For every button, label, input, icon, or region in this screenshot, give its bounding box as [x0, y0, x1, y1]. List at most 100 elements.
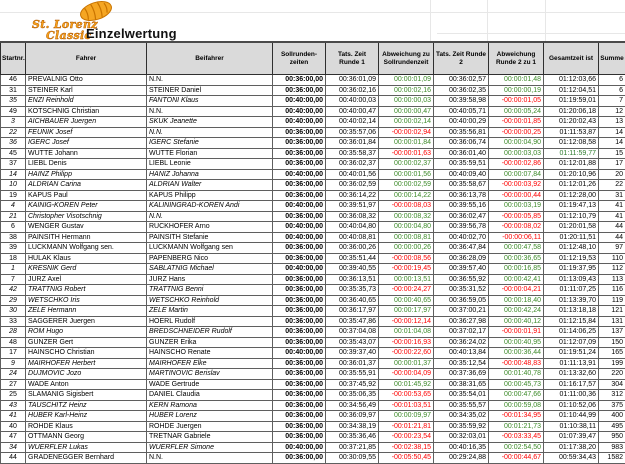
- cell-t2[interactable]: 00:36:02,57: [434, 75, 489, 86]
- cell-t2[interactable]: 00:36:47,84: [434, 243, 489, 254]
- cell-beifahrer[interactable]: IGERC Stefanie: [147, 138, 273, 149]
- cell-total[interactable]: 01:20:11,51: [544, 232, 599, 243]
- cell-t1[interactable]: 00:34:38,19: [326, 421, 379, 432]
- cell-nr[interactable]: 30: [1, 306, 26, 317]
- cell-summe[interactable]: 121: [599, 306, 625, 317]
- cell-d2[interactable]: 00:00:45,73: [489, 379, 544, 390]
- cell-d1[interactable]: 00:00:01,84: [379, 138, 434, 149]
- cell-t1[interactable]: 00:37:45,92: [326, 379, 379, 390]
- cell-beifahrer[interactable]: STEINER Daniel: [147, 85, 273, 96]
- cell-t1[interactable]: 00:37:21,85: [326, 442, 379, 453]
- cell-nr[interactable]: 7: [1, 274, 26, 285]
- cell-total[interactable]: 01:12:28,00: [544, 190, 599, 201]
- cell-d1[interactable]: 00:00:00,26: [379, 243, 434, 254]
- cell-d1[interactable]: -00:00:08,56: [379, 253, 434, 264]
- cell-d1[interactable]: 00:00:08,81: [379, 232, 434, 243]
- cell-total[interactable]: 01:12:48,10: [544, 243, 599, 254]
- cell-d2[interactable]: 00:00:42,41: [489, 274, 544, 285]
- cell-t1[interactable]: 00:40:00,03: [326, 96, 379, 107]
- cell-d2[interactable]: 00:00:04,90: [489, 138, 544, 149]
- cell-fahrer[interactable]: GRADENEGGER Bernhard: [26, 453, 147, 464]
- cell-total[interactable]: 01:12:01,88: [544, 159, 599, 170]
- cell-nr[interactable]: 37: [1, 159, 26, 170]
- cell-d1[interactable]: 00:01:04,08: [379, 327, 434, 338]
- cell-beifahrer[interactable]: LIEBL Leonie: [147, 159, 273, 170]
- cell-nr[interactable]: 19: [1, 190, 26, 201]
- cell-total[interactable]: 01:11:59,77: [544, 148, 599, 159]
- cell-t2[interactable]: 00:32:03,01: [434, 432, 489, 443]
- cell-total[interactable]: 01:20:06,18: [544, 106, 599, 117]
- cell-t2[interactable]: 00:37:02,17: [434, 327, 489, 338]
- cell-total[interactable]: 01:12:01,26: [544, 180, 599, 191]
- cell-d2[interactable]: 00:00:18,40: [489, 295, 544, 306]
- cell-d1[interactable]: 00:00:00,47: [379, 106, 434, 117]
- cell-total[interactable]: 01:20:02,43: [544, 117, 599, 128]
- cell-total[interactable]: 01:11:07,25: [544, 285, 599, 296]
- cell-d1[interactable]: -00:00:08,03: [379, 201, 434, 212]
- cell-fahrer[interactable]: PREVALNIG Otto: [26, 75, 147, 86]
- cell-nr[interactable]: 24: [1, 369, 26, 380]
- cell-total[interactable]: 01:11:53,87: [544, 127, 599, 138]
- cell-d1[interactable]: 00:00:02,16: [379, 85, 434, 96]
- cell-fahrer[interactable]: WENGER Gustav: [26, 222, 147, 233]
- cell-d1[interactable]: 00:00:14,22: [379, 190, 434, 201]
- cell-d2[interactable]: -00:00:04,21: [489, 285, 544, 296]
- cell-t1[interactable]: 00:36:40,65: [326, 295, 379, 306]
- cell-soll[interactable]: 00:36:00,00: [273, 327, 326, 338]
- cell-soll[interactable]: 00:40:00,00: [273, 442, 326, 453]
- cell-summe[interactable]: 15: [599, 148, 625, 159]
- cell-soll[interactable]: 00:36:00,00: [273, 75, 326, 86]
- cell-t1[interactable]: 00:36:13,51: [326, 274, 379, 285]
- cell-d2[interactable]: 00:00:40,12: [489, 316, 544, 327]
- cell-total[interactable]: 01:12:19,53: [544, 253, 599, 264]
- cell-nr[interactable]: 43: [1, 400, 26, 411]
- cell-fahrer[interactable]: ENZI Reinhold: [26, 96, 147, 107]
- cell-summe[interactable]: 6: [599, 85, 625, 96]
- cell-nr[interactable]: 9: [1, 358, 26, 369]
- cell-t1[interactable]: 00:39:40,55: [326, 264, 379, 275]
- cell-summe[interactable]: 375: [599, 400, 625, 411]
- cell-beifahrer[interactable]: N.N.: [147, 127, 273, 138]
- cell-t2[interactable]: 00:29:24,88: [434, 453, 489, 464]
- cell-summe[interactable]: 400: [599, 411, 625, 422]
- cell-t2[interactable]: 00:35:55,57: [434, 400, 489, 411]
- cell-soll[interactable]: 00:40:00,00: [273, 222, 326, 233]
- column-header-d1[interactable]: Abweichung zu Sollrundenzeit: [379, 42, 434, 75]
- cell-nr[interactable]: 31: [1, 85, 26, 96]
- cell-soll[interactable]: 00:36:00,00: [273, 159, 326, 170]
- cell-summe[interactable]: 97: [599, 243, 625, 254]
- cell-summe[interactable]: 12: [599, 106, 625, 117]
- cell-d1[interactable]: 00:00:02,37: [379, 159, 434, 170]
- cell-d1[interactable]: -00:00:02,94: [379, 127, 434, 138]
- cell-total[interactable]: 01:12:10,79: [544, 211, 599, 222]
- cell-soll[interactable]: 00:36:00,00: [273, 274, 326, 285]
- cell-summe[interactable]: 112: [599, 264, 625, 275]
- cell-summe[interactable]: 150: [599, 337, 625, 348]
- cell-fahrer[interactable]: HAINSCHO Christian: [26, 348, 147, 359]
- column-header-d2[interactable]: Abweichung Runde 2 zu 1: [489, 42, 544, 75]
- cell-total[interactable]: 01:13:39,70: [544, 295, 599, 306]
- cell-soll[interactable]: 00:36:00,00: [273, 316, 326, 327]
- cell-soll[interactable]: 00:36:00,00: [273, 400, 326, 411]
- cell-t2[interactable]: 00:39:55,16: [434, 201, 489, 212]
- cell-nr[interactable]: 21: [1, 211, 26, 222]
- cell-t2[interactable]: 00:37:36,69: [434, 369, 489, 380]
- cell-t2[interactable]: 00:39:56,78: [434, 222, 489, 233]
- cell-summe[interactable]: 13: [599, 117, 625, 128]
- cell-total[interactable]: 01:10:52,06: [544, 400, 599, 411]
- cell-t2[interactable]: 00:36:02,47: [434, 211, 489, 222]
- cell-nr[interactable]: 29: [1, 295, 26, 306]
- cell-beifahrer[interactable]: HAINSCHO Renate: [147, 348, 273, 359]
- cell-summe[interactable]: 14: [599, 127, 625, 138]
- cell-t2[interactable]: 00:40:13,84: [434, 348, 489, 359]
- cell-soll[interactable]: 00:36:00,00: [273, 190, 326, 201]
- cell-fahrer[interactable]: KAINIG-KOREN Peter: [26, 201, 147, 212]
- cell-soll[interactable]: 00:40:00,00: [273, 169, 326, 180]
- cell-fahrer[interactable]: ALDRIAN Carina: [26, 180, 147, 191]
- cell-d2[interactable]: -00:00:02,86: [489, 159, 544, 170]
- cell-t2[interactable]: 00:39:57,40: [434, 264, 489, 275]
- cell-d1[interactable]: -00:00:04,09: [379, 369, 434, 380]
- cell-t2[interactable]: 00:40:05,71: [434, 106, 489, 117]
- cell-t1[interactable]: 00:36:00,26: [326, 243, 379, 254]
- cell-fahrer[interactable]: KOTSCHNIG Christian: [26, 106, 147, 117]
